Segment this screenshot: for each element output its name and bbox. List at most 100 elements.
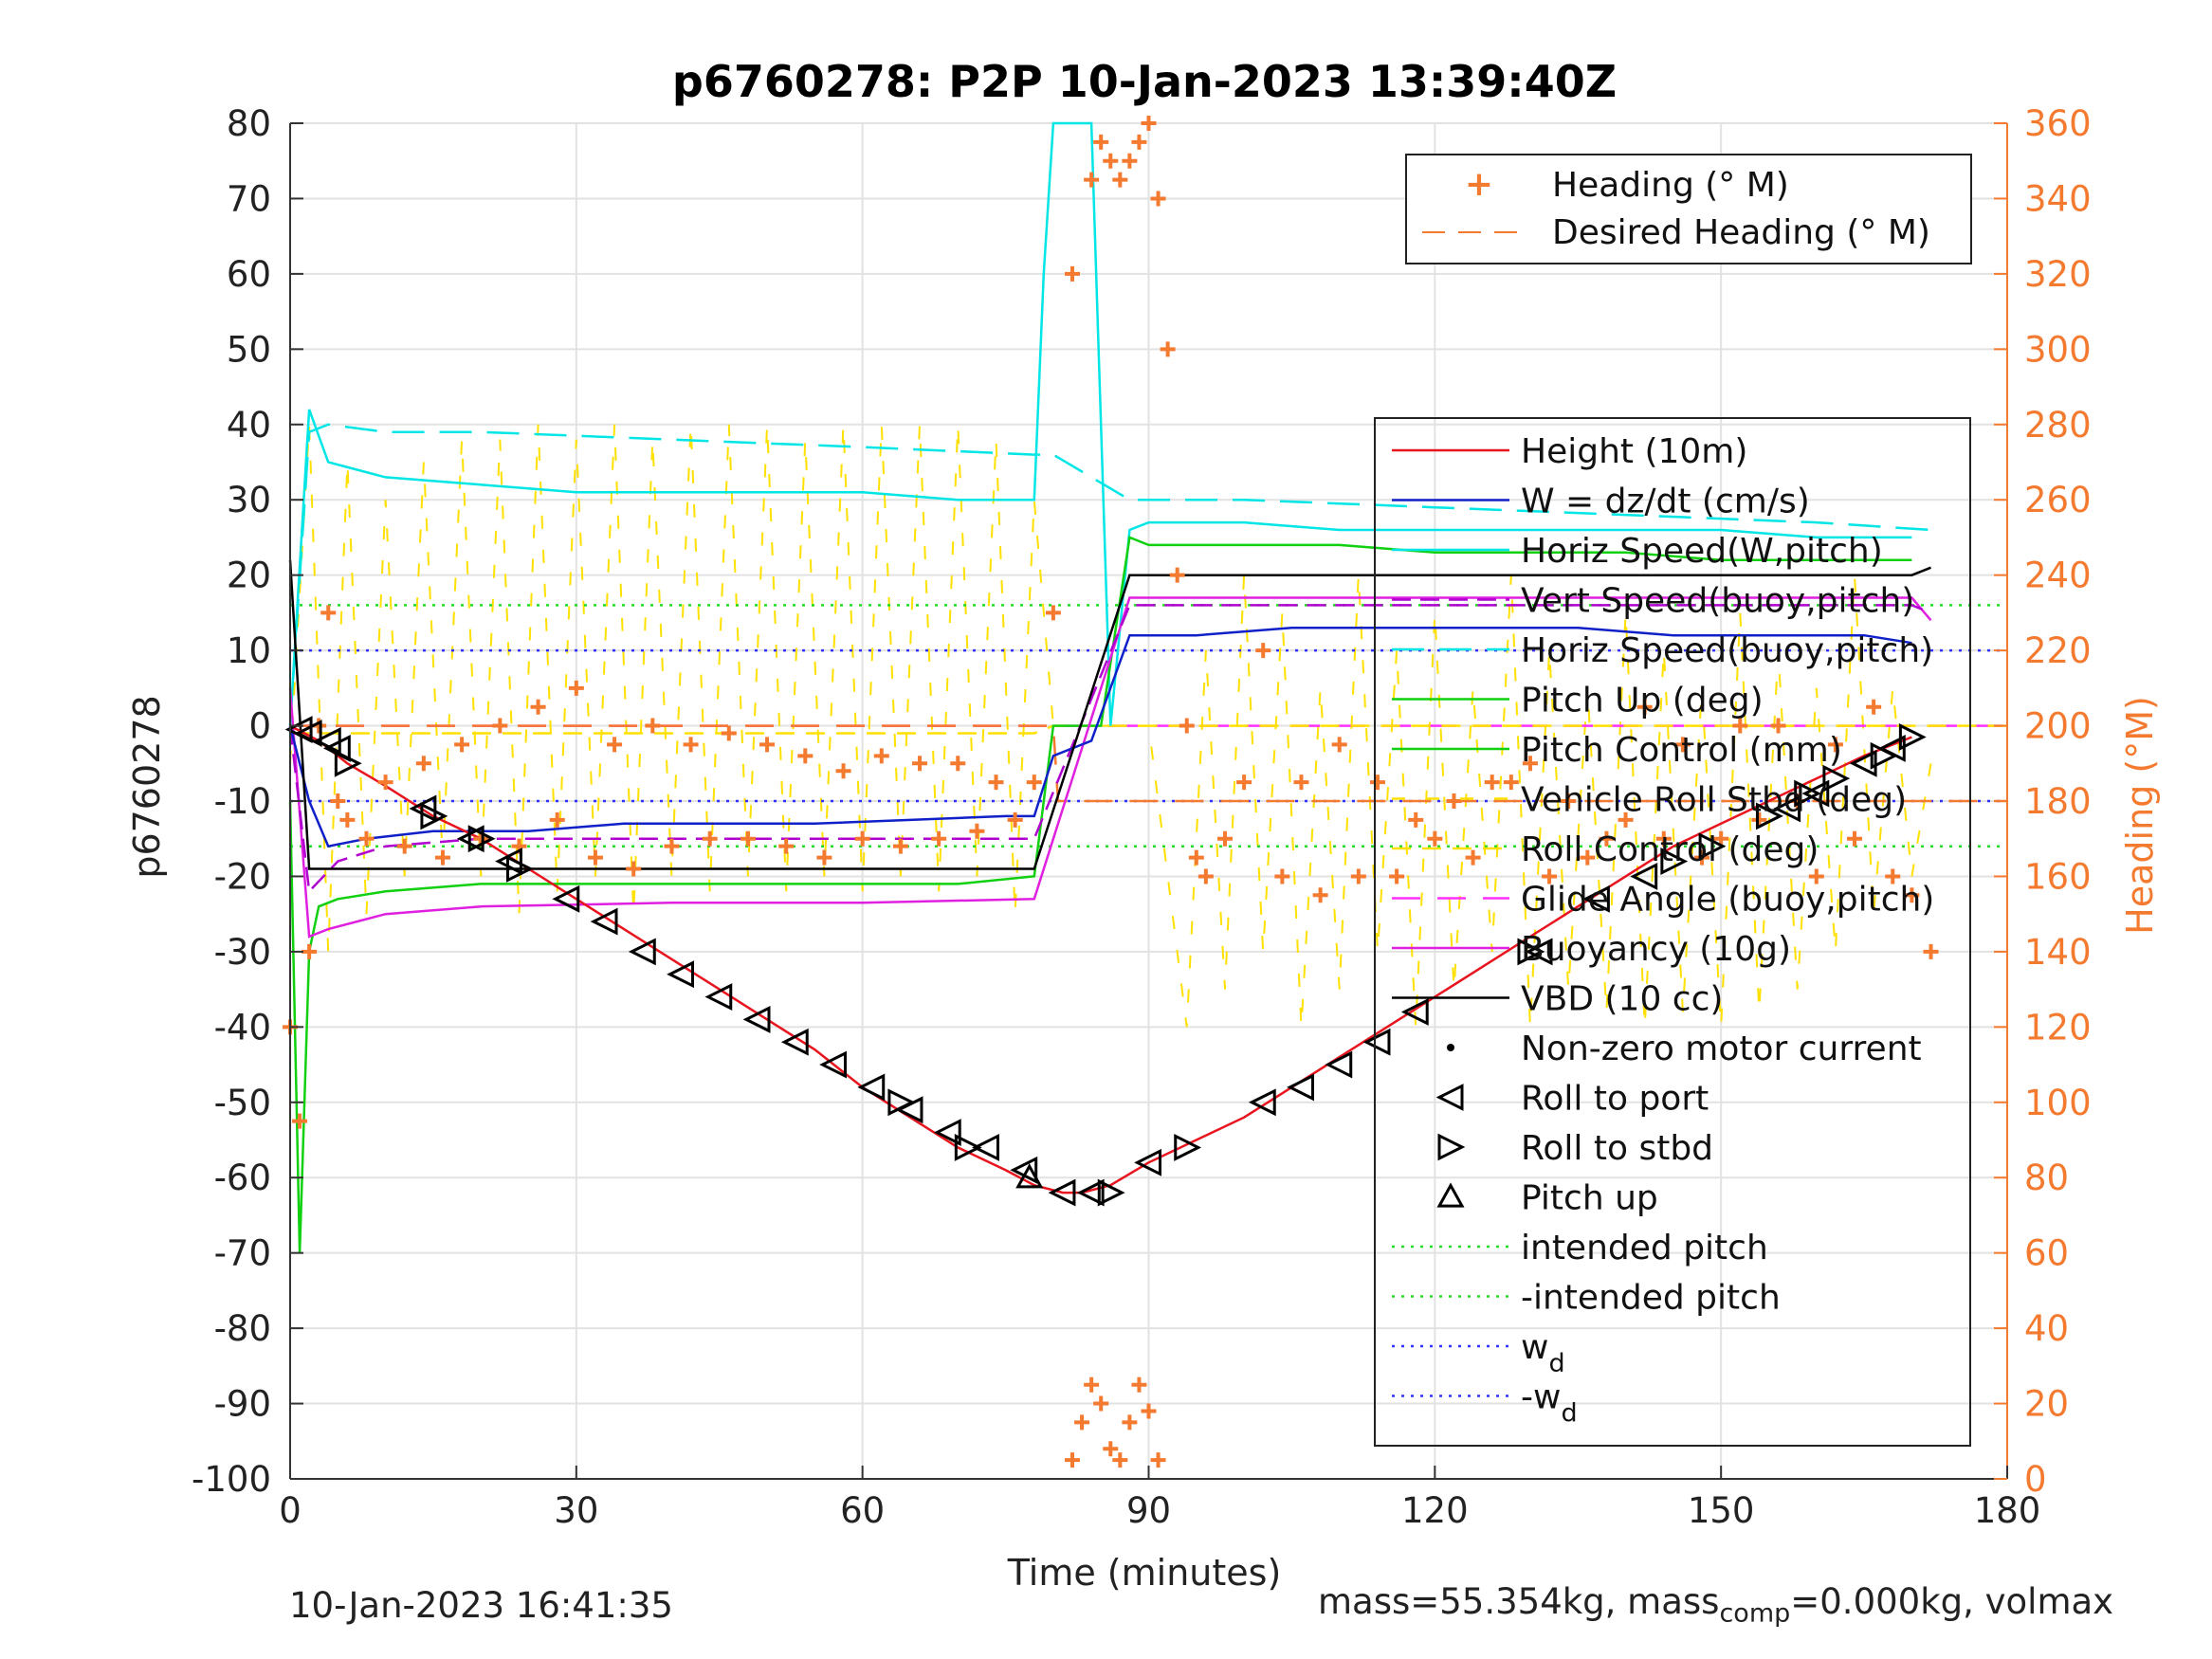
y2-tick-label-360: 360 xyxy=(2024,103,2092,144)
y-tick-label--90: -90 xyxy=(214,1384,271,1425)
marker-roll-to-port xyxy=(495,848,522,875)
heading-point xyxy=(1112,1452,1128,1468)
x-tick-label-120: 120 xyxy=(1401,1490,1469,1531)
legend-label-vert-speed-buoy-pitch: Vert Speed(buoy,pitch) xyxy=(1521,582,1914,621)
heading-point xyxy=(302,943,318,959)
series-vbd-10-cc xyxy=(288,559,1931,870)
heading-point xyxy=(1465,849,1481,866)
marker-roll-to-stbd xyxy=(1822,764,1851,793)
y2-tick-label-320: 320 xyxy=(2024,254,2092,295)
y2-tick-label-40: 40 xyxy=(2024,1308,2069,1349)
series-heading-m-low-cluster xyxy=(1065,1376,1166,1468)
heading-point xyxy=(1808,868,1824,884)
heading-point xyxy=(892,838,908,854)
marker-roll-to-stbd xyxy=(1794,779,1822,808)
heading-point xyxy=(568,680,584,696)
heading-point xyxy=(1216,830,1233,847)
legend-subscript: d xyxy=(1548,1349,1564,1378)
legend-heading-label: Heading (° M) xyxy=(1552,166,1789,205)
heading-point xyxy=(1131,134,1147,150)
y-tick-label-40: 40 xyxy=(227,405,271,446)
heading-point xyxy=(664,838,680,854)
series-horiz-speed-w-pitch xyxy=(288,121,1912,726)
heading-point xyxy=(1007,811,1023,828)
heading-point xyxy=(1923,943,1939,959)
heading-point xyxy=(377,775,393,791)
series-w-dz-dt-cm-s xyxy=(288,627,1912,848)
series-roll-control-deg xyxy=(290,724,2007,735)
heading-point xyxy=(339,811,356,828)
heading-point xyxy=(1179,718,1195,734)
series-heading-m xyxy=(283,116,1939,1129)
y-tick-label--100: -100 xyxy=(192,1459,271,1500)
heading-point xyxy=(645,718,661,734)
heading-point xyxy=(1197,868,1214,884)
y2-tick-label-180: 180 xyxy=(2024,781,2092,822)
heading-point xyxy=(950,756,966,772)
marker-roll-to-port xyxy=(704,983,733,1011)
heading-point xyxy=(1026,775,1042,791)
y2-tick-label-100: 100 xyxy=(2024,1083,2092,1123)
heading-point xyxy=(415,756,431,772)
heading-point xyxy=(1074,1414,1090,1431)
series-roll-to-port xyxy=(284,716,1906,1207)
y2-axis-label: Heading (°M) xyxy=(2119,696,2161,935)
heading-point xyxy=(587,849,603,866)
marker-roll-to-port xyxy=(1801,779,1830,808)
y2-tick-label-140: 140 xyxy=(2024,932,2092,973)
y2-tick-label-240: 240 xyxy=(2024,556,2092,596)
legend-label-roll-to-port: Roll to port xyxy=(1521,1080,1709,1119)
marker-roll-to-stbd xyxy=(505,855,534,883)
heading-point xyxy=(1446,793,1462,809)
heading-point xyxy=(1236,775,1252,791)
heading-point xyxy=(1427,830,1443,847)
heading-point xyxy=(434,849,450,866)
y2-tick-label-120: 120 xyxy=(2024,1007,2092,1048)
marker-roll-to-stbd xyxy=(1755,802,1783,830)
y2-tick-label-200: 200 xyxy=(2024,706,2092,747)
x-tick-label-90: 90 xyxy=(1126,1490,1171,1531)
legend-label-w-dz-dt-cm-s: W = dz/dt (cm/s) xyxy=(1521,483,1810,521)
y-tick-label-50: 50 xyxy=(227,329,271,370)
heading-point xyxy=(1904,887,1920,903)
y2-tick-label-60: 60 xyxy=(2024,1233,2069,1274)
y-tick-label-60: 60 xyxy=(227,254,271,295)
legend-label-height-10m: Height (10m) xyxy=(1521,432,1747,471)
heading-point xyxy=(1331,737,1347,753)
marker-roll-to-port xyxy=(1287,1073,1314,1102)
heading-point xyxy=(1542,868,1558,884)
heading-point xyxy=(1408,811,1424,828)
heading-point xyxy=(1150,191,1166,207)
y2-tick-label-260: 260 xyxy=(2024,480,2092,520)
heading-point xyxy=(721,725,737,741)
series-buoyancy-10g xyxy=(288,596,1932,939)
heading-point xyxy=(1866,699,1882,715)
y2-tick-label-0: 0 xyxy=(2024,1459,2047,1500)
axes xyxy=(289,122,2008,1480)
heading-point xyxy=(854,830,870,847)
legend-desired-heading-label: Desired Heading (° M) xyxy=(1552,213,1930,252)
footer-mass-info: mass=55.354kg, masscomp=0.000kg, volmax xyxy=(1318,1581,2113,1628)
marker-roll-to-port xyxy=(409,794,437,823)
heading-point xyxy=(1112,172,1128,188)
legend-label-glide-angle-buoy-pitch: Glide Angle (buoy,pitch) xyxy=(1521,881,1934,920)
series-desired-heading-m xyxy=(290,724,2007,803)
series-roll-to-stbd xyxy=(334,723,1927,1207)
legend-label-vehicle-roll-stbd-deg: Vehicle Roll Stbd (deg) xyxy=(1521,781,1907,820)
heading-point xyxy=(1255,643,1271,659)
footer-mass-prefix: mass=55.354kg, mass xyxy=(1318,1581,1720,1622)
legend-heading-box xyxy=(1405,154,1972,264)
heading-point xyxy=(626,861,642,877)
marker-roll-to-stbd xyxy=(1097,1178,1125,1207)
marker-roll-to-port xyxy=(1362,1028,1391,1056)
heading-point xyxy=(1732,718,1748,734)
heading-point xyxy=(1312,887,1328,903)
marker-roll-to-port xyxy=(933,1119,961,1146)
heading-point xyxy=(702,830,718,847)
legend-label-vbd-10-cc: VBD (10 cc) xyxy=(1521,980,1723,1019)
y2-tick-label-280: 280 xyxy=(2024,405,2092,446)
y-tick-label--70: -70 xyxy=(214,1233,271,1274)
y-tick-label--10: -10 xyxy=(214,781,271,822)
heading-point xyxy=(988,775,1004,791)
